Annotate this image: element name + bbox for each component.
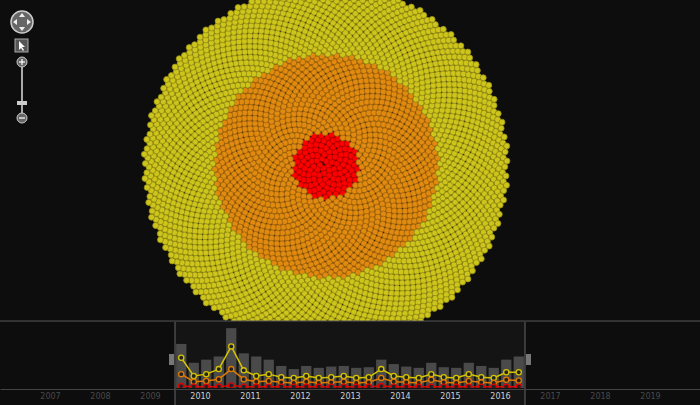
canvas: 2007200820092010201120122013201420152016… xyxy=(0,0,700,405)
network xyxy=(141,0,510,350)
node-ring xyxy=(141,0,510,350)
node-ring xyxy=(212,53,441,280)
node-ring xyxy=(292,132,361,200)
